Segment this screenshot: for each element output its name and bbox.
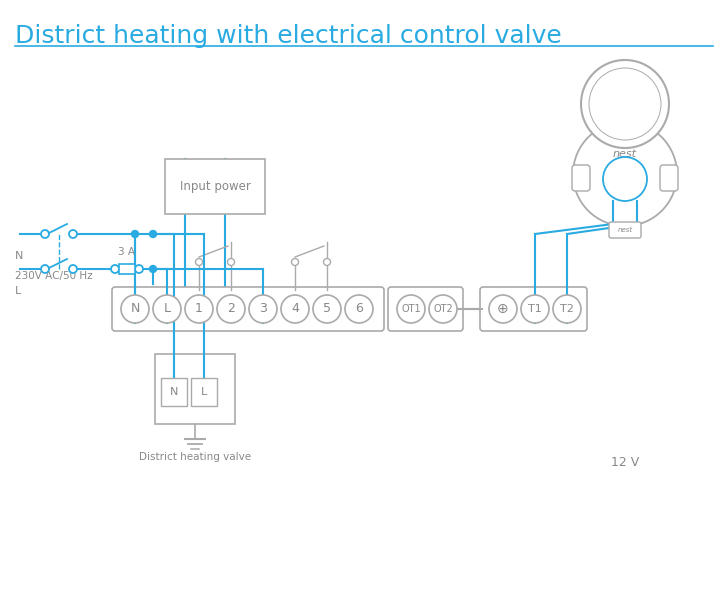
Circle shape (291, 258, 298, 266)
Text: 3: 3 (259, 302, 267, 315)
Circle shape (69, 230, 77, 238)
Circle shape (153, 295, 181, 323)
Circle shape (69, 265, 77, 273)
Circle shape (313, 295, 341, 323)
Text: 3 A: 3 A (119, 247, 135, 257)
Text: N: N (15, 251, 23, 261)
Circle shape (41, 230, 49, 238)
Circle shape (589, 68, 661, 140)
Text: L: L (201, 387, 207, 397)
Circle shape (149, 230, 157, 238)
Text: 5: 5 (323, 302, 331, 315)
Circle shape (185, 295, 213, 323)
Circle shape (121, 295, 149, 323)
Text: T1: T1 (528, 304, 542, 314)
Circle shape (217, 295, 245, 323)
Text: 4: 4 (291, 302, 299, 315)
FancyBboxPatch shape (572, 165, 590, 191)
Text: 6: 6 (355, 302, 363, 315)
Text: 2: 2 (227, 302, 235, 315)
Circle shape (553, 295, 581, 323)
Circle shape (135, 265, 143, 273)
Circle shape (227, 258, 234, 266)
Text: nest: nest (613, 149, 637, 159)
Text: N: N (170, 387, 178, 397)
Circle shape (521, 295, 549, 323)
Circle shape (111, 265, 119, 273)
Circle shape (345, 295, 373, 323)
Text: 12 V: 12 V (611, 456, 639, 469)
Circle shape (281, 295, 309, 323)
Circle shape (132, 230, 138, 238)
FancyBboxPatch shape (165, 159, 265, 214)
Text: District heating with electrical control valve: District heating with electrical control… (15, 24, 562, 48)
Text: 1: 1 (195, 302, 203, 315)
Text: nest: nest (617, 227, 633, 233)
FancyBboxPatch shape (609, 222, 641, 238)
FancyBboxPatch shape (119, 264, 135, 274)
Text: N: N (130, 302, 140, 315)
Text: OT1: OT1 (401, 304, 421, 314)
Text: L: L (15, 286, 21, 296)
Circle shape (429, 295, 457, 323)
Text: L: L (164, 302, 170, 315)
Text: T2: T2 (560, 304, 574, 314)
Text: ⊕: ⊕ (497, 302, 509, 316)
Text: District heating valve: District heating valve (139, 452, 251, 462)
FancyBboxPatch shape (480, 287, 587, 331)
Circle shape (603, 157, 647, 201)
FancyBboxPatch shape (191, 378, 217, 406)
Text: OT2: OT2 (433, 304, 453, 314)
Circle shape (581, 60, 669, 148)
Circle shape (573, 122, 677, 226)
Circle shape (196, 258, 202, 266)
Text: 230V AC/50 Hz: 230V AC/50 Hz (15, 271, 92, 281)
Circle shape (323, 258, 331, 266)
FancyBboxPatch shape (660, 165, 678, 191)
Circle shape (489, 295, 517, 323)
FancyBboxPatch shape (388, 287, 463, 331)
Circle shape (149, 266, 157, 273)
Circle shape (249, 295, 277, 323)
FancyBboxPatch shape (155, 354, 235, 424)
Circle shape (397, 295, 425, 323)
FancyBboxPatch shape (112, 287, 384, 331)
Text: Input power: Input power (180, 180, 250, 193)
Circle shape (41, 265, 49, 273)
FancyBboxPatch shape (161, 378, 187, 406)
